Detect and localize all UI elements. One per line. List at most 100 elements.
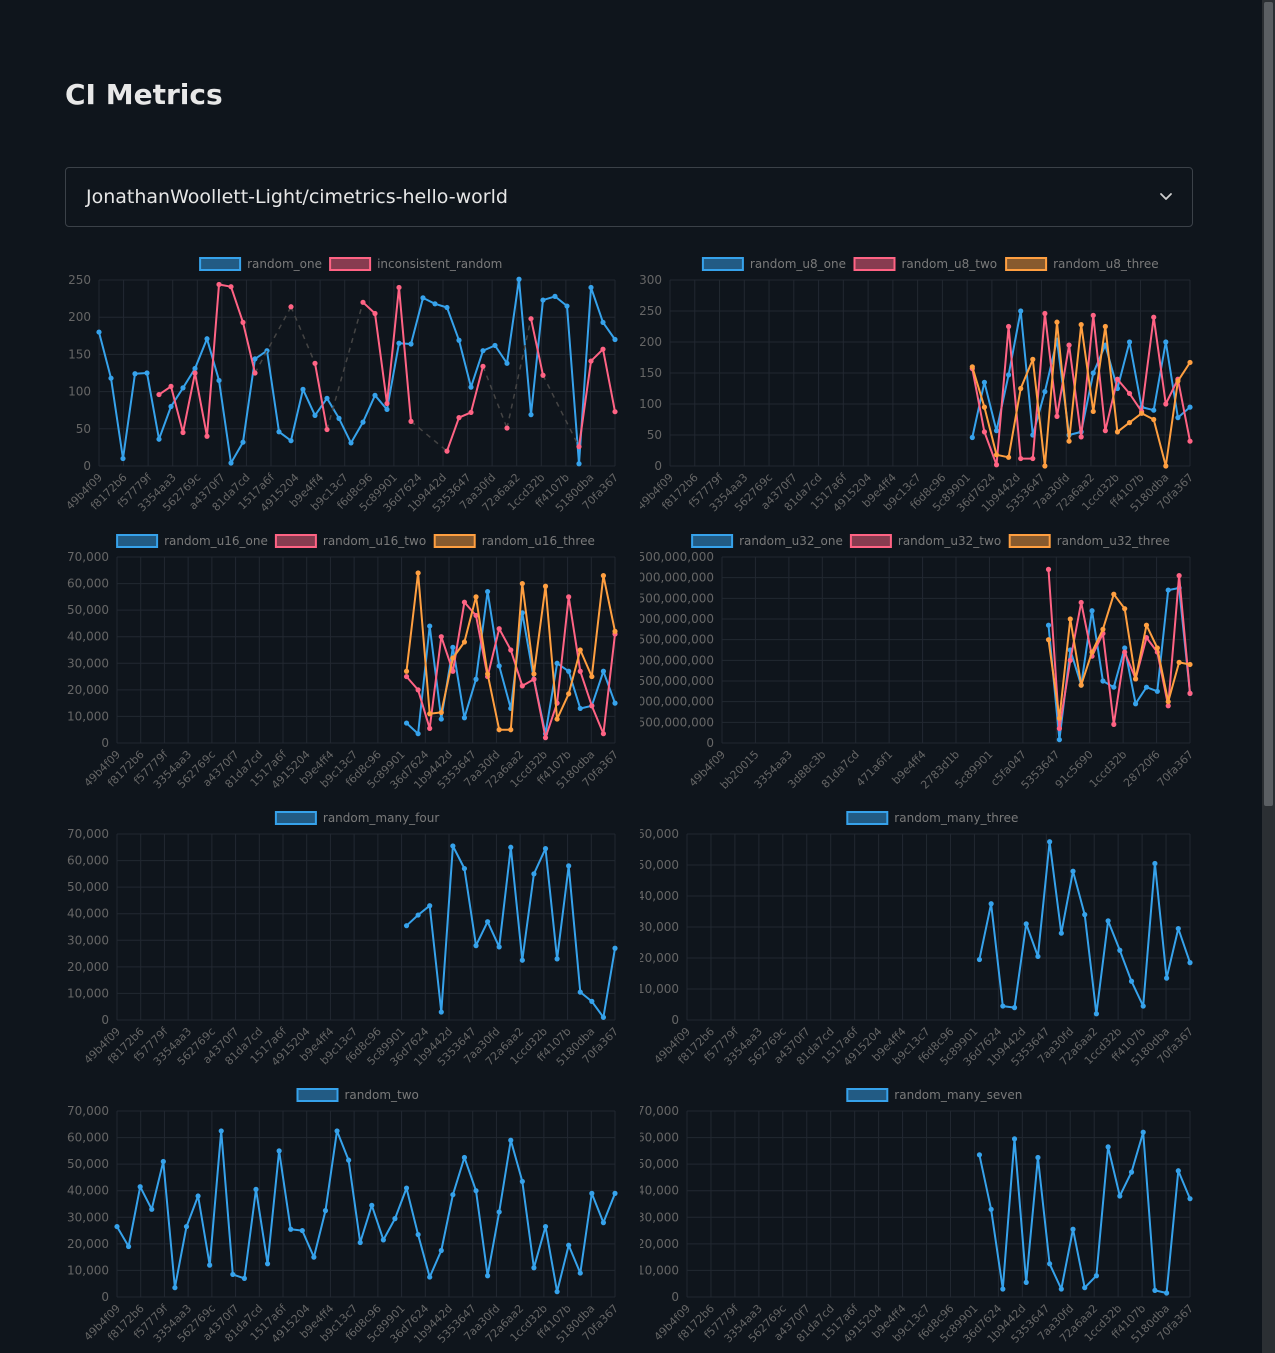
data-point[interactable] — [427, 725, 433, 731]
data-point[interactable] — [114, 1223, 120, 1230]
data-point[interactable] — [1089, 649, 1095, 655]
data-point[interactable] — [1128, 1169, 1135, 1175]
legend-swatch[interactable] — [1005, 257, 1048, 271]
legend-label[interactable]: random_u16_one — [164, 534, 268, 548]
data-point[interactable] — [519, 1178, 525, 1185]
data-point[interactable] — [589, 703, 595, 709]
data-point[interactable] — [1030, 356, 1036, 362]
data-point[interactable] — [542, 735, 549, 741]
data-point[interactable] — [204, 433, 210, 439]
data-point[interactable] — [1023, 921, 1029, 927]
data-point[interactable] — [312, 412, 318, 419]
data-point[interactable] — [172, 1285, 178, 1291]
data-point[interactable] — [566, 668, 572, 674]
data-point[interactable] — [531, 676, 537, 682]
data-point[interactable] — [1006, 372, 1012, 378]
data-point[interactable] — [1023, 1279, 1029, 1285]
data-point[interactable] — [1176, 573, 1182, 579]
data-point[interactable] — [576, 461, 582, 467]
data-point[interactable] — [1035, 953, 1041, 960]
data-point[interactable] — [1117, 947, 1123, 953]
legend-swatch[interactable] — [691, 534, 734, 548]
data-point[interactable] — [1006, 454, 1012, 460]
data-point[interactable] — [180, 385, 186, 391]
data-point[interactable] — [1176, 659, 1182, 665]
data-point[interactable] — [156, 436, 162, 442]
data-point[interactable] — [516, 276, 522, 282]
data-point[interactable] — [438, 1009, 444, 1015]
legend-label[interactable]: random_u8_three — [1053, 257, 1159, 271]
data-point[interactable] — [311, 1254, 317, 1260]
data-point[interactable] — [380, 1237, 386, 1243]
data-point[interactable] — [348, 440, 354, 446]
data-point[interactable] — [1163, 463, 1169, 469]
data-point[interactable] — [1114, 429, 1121, 435]
data-point[interactable] — [577, 705, 583, 712]
data-point[interactable] — [461, 599, 468, 605]
legend-label[interactable]: random_many_four — [323, 811, 439, 825]
data-point[interactable] — [1100, 626, 1106, 632]
data-point[interactable] — [1047, 839, 1053, 845]
data-point[interactable] — [612, 700, 618, 706]
data-point[interactable] — [403, 673, 410, 680]
data-point[interactable] — [1105, 918, 1111, 924]
data-point[interactable] — [600, 319, 606, 326]
data-point[interactable] — [473, 1188, 479, 1194]
data-point[interactable] — [132, 371, 138, 377]
data-point[interactable] — [372, 392, 378, 398]
data-point[interactable] — [1187, 438, 1193, 444]
data-point[interactable] — [230, 1271, 236, 1278]
data-point[interactable] — [981, 379, 988, 385]
data-point[interactable] — [1132, 676, 1139, 682]
data-point[interactable] — [1090, 312, 1096, 318]
data-point[interactable] — [1122, 649, 1128, 655]
data-point[interactable] — [461, 639, 468, 645]
data-point[interactable] — [427, 623, 433, 629]
data-point[interactable] — [1058, 930, 1064, 936]
data-point[interactable] — [1078, 682, 1084, 688]
data-point[interactable] — [1164, 975, 1170, 981]
data-point[interactable] — [473, 612, 479, 619]
data-point[interactable] — [444, 448, 450, 454]
data-point[interactable] — [993, 462, 1000, 468]
data-point[interactable] — [461, 715, 468, 721]
data-point[interactable] — [1089, 608, 1095, 614]
data-point[interactable] — [137, 1184, 143, 1190]
data-point[interactable] — [1143, 684, 1150, 690]
data-point[interactable] — [1093, 1011, 1100, 1017]
data-point[interactable] — [1175, 415, 1181, 421]
data-point[interactable] — [204, 336, 210, 342]
data-point[interactable] — [240, 439, 246, 445]
legend-label[interactable]: random_u16_two — [323, 534, 426, 548]
data-point[interactable] — [1078, 322, 1084, 328]
data-point[interactable] — [1122, 606, 1128, 612]
data-point[interactable] — [531, 871, 537, 877]
data-point[interactable] — [252, 370, 258, 376]
data-point[interactable] — [1111, 721, 1117, 727]
data-point[interactable] — [108, 375, 114, 381]
data-point[interactable] — [1042, 310, 1048, 317]
data-point[interactable] — [468, 384, 474, 390]
data-point[interactable] — [1054, 413, 1060, 419]
legend-label[interactable]: random_u32_two — [898, 534, 1001, 548]
data-point[interactable] — [336, 415, 342, 421]
data-point[interactable] — [612, 336, 618, 343]
data-point[interactable] — [96, 329, 102, 335]
data-point[interactable] — [403, 1185, 410, 1191]
data-point[interactable] — [589, 1190, 595, 1196]
data-point[interactable] — [473, 676, 479, 682]
data-point[interactable] — [1175, 925, 1181, 932]
data-point[interactable] — [1126, 339, 1133, 345]
data-point[interactable] — [1042, 389, 1048, 395]
legend-swatch[interactable] — [846, 1088, 889, 1102]
data-point[interactable] — [969, 434, 975, 441]
data-point[interactable] — [218, 1128, 224, 1134]
data-point[interactable] — [496, 727, 502, 733]
data-point[interactable] — [600, 1014, 607, 1020]
data-point[interactable] — [542, 846, 549, 852]
data-point[interactable] — [334, 1128, 340, 1134]
data-point[interactable] — [322, 1208, 329, 1214]
data-point[interactable] — [1163, 339, 1169, 345]
data-point[interactable] — [504, 425, 510, 431]
data-point[interactable] — [1165, 587, 1171, 593]
